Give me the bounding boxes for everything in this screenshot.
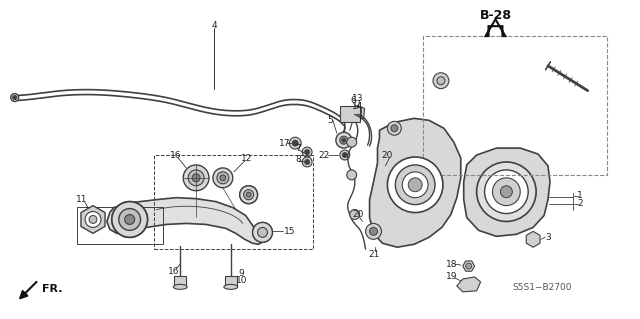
Text: 20: 20 [381,151,393,160]
Bar [225,276,237,287]
Text: 7: 7 [295,144,301,152]
Circle shape [302,157,312,167]
Circle shape [89,216,97,223]
Ellipse shape [11,93,19,101]
Text: 17: 17 [278,139,290,148]
Text: 4: 4 [211,21,217,30]
Polygon shape [457,277,481,292]
Bar [154,155,313,249]
Circle shape [391,125,398,132]
Circle shape [220,175,226,181]
Text: 12: 12 [241,153,252,162]
Circle shape [292,140,298,146]
Circle shape [342,138,346,142]
Polygon shape [526,231,540,247]
Circle shape [408,178,422,192]
Circle shape [253,222,273,242]
Circle shape [244,190,253,200]
Circle shape [433,73,449,89]
Circle shape [347,170,356,180]
Circle shape [349,210,360,219]
Circle shape [244,190,253,200]
Text: 16: 16 [168,266,179,276]
Circle shape [305,160,310,165]
Polygon shape [107,198,262,244]
Circle shape [387,121,401,135]
Text: 10: 10 [236,277,248,286]
Circle shape [340,136,348,144]
Circle shape [112,202,147,237]
Circle shape [183,165,209,191]
Text: 18: 18 [446,260,458,269]
Circle shape [437,77,445,85]
Circle shape [484,170,528,213]
Circle shape [493,178,520,205]
Text: 21: 21 [369,250,380,259]
Circle shape [289,137,301,149]
Circle shape [387,157,443,212]
Text: 1: 1 [577,191,582,200]
Text: 15: 15 [284,227,295,236]
Circle shape [125,214,134,225]
Text: 20: 20 [352,210,364,219]
Bar [423,36,607,175]
Ellipse shape [224,285,237,289]
Circle shape [336,132,352,148]
Circle shape [365,223,381,239]
Text: FR.: FR. [42,284,63,294]
Ellipse shape [13,96,17,100]
Circle shape [253,222,273,242]
Circle shape [257,227,268,237]
Circle shape [188,170,204,186]
Bar [174,276,186,287]
Text: S5S1−B2700: S5S1−B2700 [512,283,572,293]
Bar [77,207,163,244]
Text: 13: 13 [352,94,364,103]
Polygon shape [369,118,461,247]
Text: 5: 5 [327,116,333,125]
Circle shape [403,172,428,198]
Text: 8: 8 [295,155,301,165]
Polygon shape [81,205,105,234]
Circle shape [119,209,141,230]
Text: 19: 19 [446,272,458,281]
Text: 6: 6 [351,96,356,105]
Circle shape [477,162,536,221]
Circle shape [85,211,101,227]
Circle shape [192,174,200,182]
Circle shape [305,150,310,154]
Text: 3: 3 [545,233,551,242]
Text: B-28: B-28 [479,9,511,22]
Circle shape [342,152,348,158]
Text: 16: 16 [170,151,181,160]
Circle shape [125,214,134,225]
Circle shape [500,186,512,198]
Circle shape [240,186,257,204]
Circle shape [246,192,251,197]
Text: 14: 14 [352,102,364,111]
Circle shape [302,147,312,157]
Text: 2: 2 [577,199,582,208]
Circle shape [119,209,141,230]
Circle shape [396,165,435,204]
Polygon shape [351,106,365,118]
Circle shape [213,168,233,188]
Circle shape [466,263,472,269]
Text: 22: 22 [318,151,330,160]
Bar [340,107,360,122]
Text: 9: 9 [239,270,244,278]
Ellipse shape [173,285,187,289]
Circle shape [112,202,147,237]
Circle shape [246,192,251,197]
Circle shape [340,150,349,160]
Polygon shape [463,261,475,271]
Circle shape [257,227,268,237]
Circle shape [240,186,257,204]
Circle shape [347,137,356,147]
Text: 11: 11 [76,195,88,204]
Polygon shape [545,62,550,70]
Circle shape [369,227,378,235]
Polygon shape [464,148,550,236]
Circle shape [217,172,229,184]
